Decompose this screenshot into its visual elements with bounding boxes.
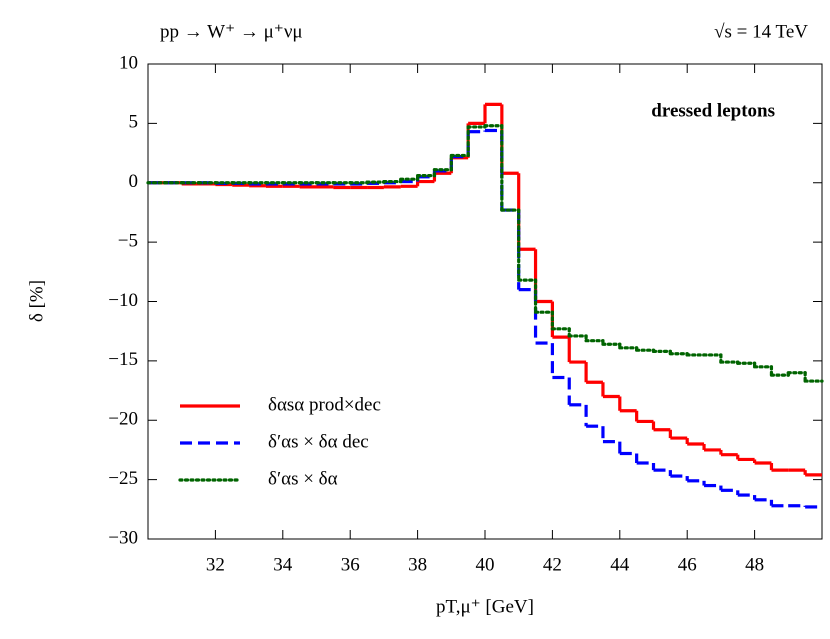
chart-title: pp → W⁺ → μ⁺νμ	[160, 21, 303, 42]
y-tick-label: −10	[108, 290, 138, 311]
legend-label: δ′αs × δα	[268, 468, 338, 489]
annotation: dressed leptons	[651, 100, 775, 121]
x-tick-label: 48	[745, 554, 764, 575]
x-tick-label: 32	[206, 554, 225, 575]
y-tick-label: −25	[108, 468, 138, 489]
legend-label: δαsα prod×dec	[268, 394, 381, 415]
y-axis-label: δ [%]	[26, 280, 47, 322]
y-tick-label: 10	[119, 52, 138, 73]
x-tick-label: 36	[341, 554, 360, 575]
x-tick-label: 40	[476, 554, 495, 575]
x-tick-label: 34	[273, 554, 293, 575]
x-tick-label: 46	[678, 554, 697, 575]
y-tick-label: −20	[108, 409, 138, 430]
x-axis-label: pT,μ⁺ [GeV]	[436, 596, 534, 617]
plot-frame	[147, 63, 823, 540]
y-tick-label: −15	[108, 349, 138, 370]
y-tick-label: 5	[129, 112, 139, 133]
y-tick-label: 0	[129, 171, 139, 192]
y-tick-label: −5	[118, 230, 138, 251]
x-tick-label: 38	[408, 554, 427, 575]
x-tick-label: 42	[543, 554, 562, 575]
chart-subtitle: √s = 14 TeV	[714, 21, 808, 42]
y-tick-label: −30	[108, 527, 138, 548]
x-tick-label: 44	[610, 554, 630, 575]
legend-label: δ′αs × δα dec	[268, 431, 369, 452]
